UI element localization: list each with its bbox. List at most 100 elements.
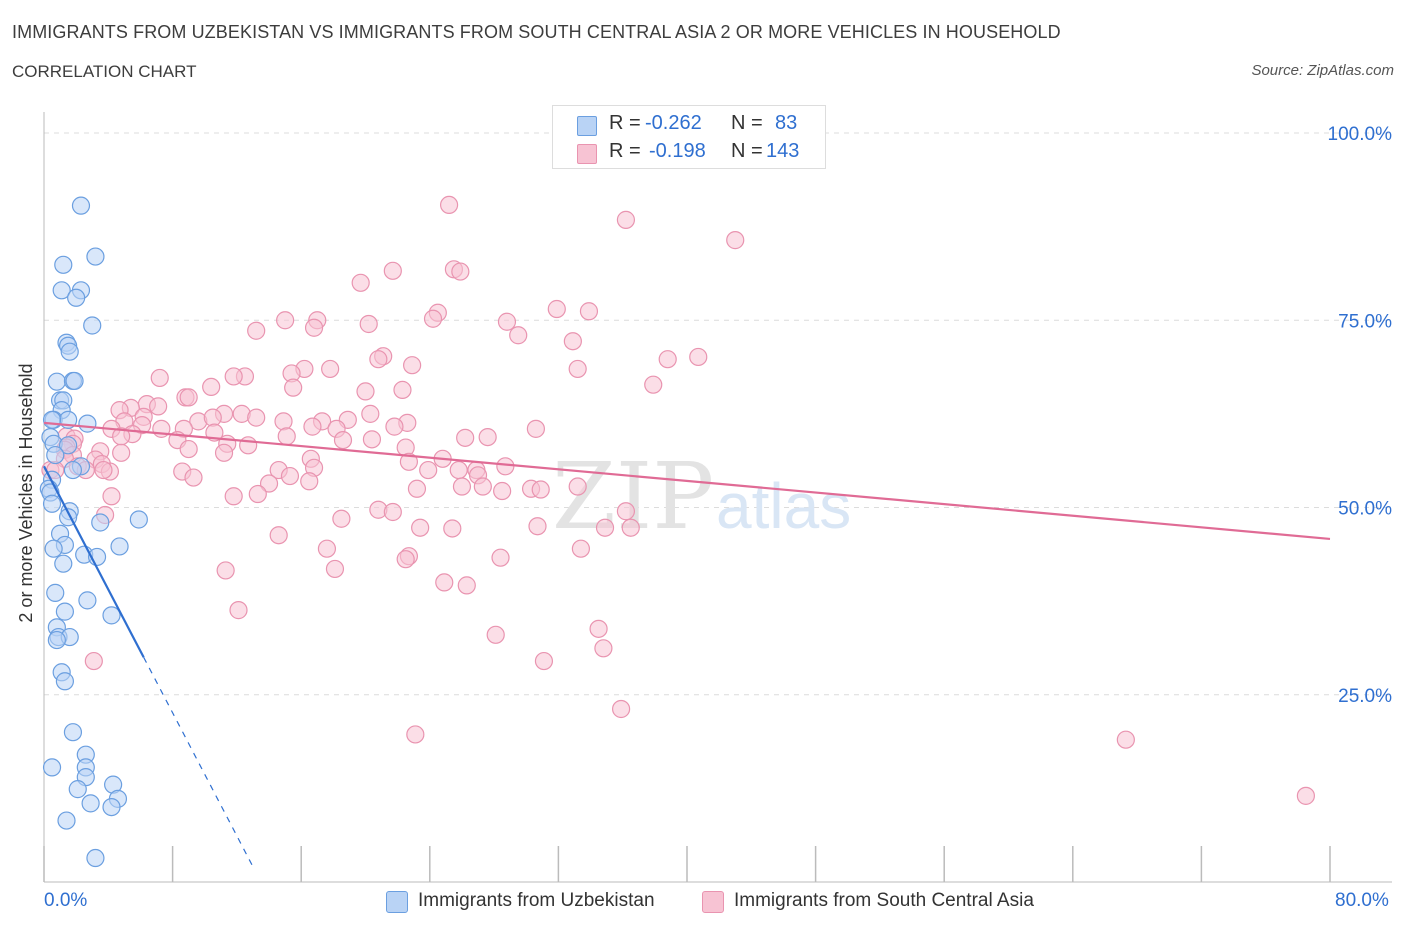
south-central-asia-point (325, 559, 345, 579)
stats-n-value: 143 (766, 140, 800, 162)
uzbekistan-point (55, 672, 74, 691)
legend: Immigrants from Uzbekistan Immigrants fr… (0, 888, 1406, 918)
south-central-asia-point (247, 321, 266, 340)
south-central-asia-point (449, 460, 468, 480)
south-central-asia-point (385, 417, 404, 436)
south-central-asia-point (571, 539, 591, 558)
uzbekistan-point (60, 342, 79, 361)
source-label: Source: ZipAtlas.com (1251, 62, 1394, 79)
watermark-atlas: atlas (716, 470, 851, 542)
stats-n-value: 83 (775, 112, 798, 134)
south-central-asia-point (333, 430, 353, 450)
south-central-asia-point (383, 502, 402, 522)
south-central-asia-point (179, 439, 198, 459)
south-central-asia-point (94, 460, 113, 480)
south-central-asia-point (419, 460, 438, 480)
south-central-asia-point (276, 311, 295, 330)
south-central-asia-point (491, 548, 510, 567)
uzbekistan-point (67, 288, 86, 307)
south-central-asia-point (496, 457, 515, 476)
south-central-asia-point (435, 573, 454, 592)
south-central-asia-point (531, 480, 550, 499)
south-central-asia-point (214, 443, 234, 462)
stats-n-label: N = (731, 112, 763, 134)
south-central-asia-point (423, 309, 443, 328)
uzbekistan-point (65, 371, 84, 391)
uzbekistan-point (110, 537, 129, 556)
south-central-asia-point (396, 550, 415, 569)
south-central-asia-point (1296, 786, 1315, 805)
south-central-asia-point (224, 487, 243, 506)
south-central-asia-point (184, 468, 203, 487)
south-central-asia-point (361, 404, 380, 423)
south-central-asia-point (202, 377, 221, 397)
uzbekistan-point (54, 255, 73, 274)
stats-r-value: -0.198 (649, 140, 706, 162)
south-central-asia-point (359, 314, 378, 334)
x-max-label: 80.0% (1335, 890, 1389, 911)
south-central-asia-point (356, 382, 375, 401)
south-central-asia-point (451, 262, 470, 281)
south-central-asia-point (452, 477, 472, 496)
south-central-asia-point (478, 427, 497, 447)
y-tick-label: 25.0% (1338, 686, 1392, 707)
south-central-asia-point (393, 380, 412, 400)
series-uzbekistan (39, 196, 148, 868)
south-central-asia-point (611, 699, 631, 719)
legend-label-south-central-asia: Immigrants from South Central Asia (734, 890, 1034, 911)
south-central-asia-point (407, 479, 427, 498)
south-central-asia-point (277, 427, 296, 446)
south-central-asia-point (689, 347, 708, 367)
south-central-asia-point (493, 481, 512, 501)
south-central-asia-point (150, 368, 169, 388)
south-central-asia-point (84, 651, 103, 671)
south-central-asia-point (300, 472, 319, 491)
south-central-asia-point (526, 419, 545, 438)
south-central-asia-point (406, 725, 425, 744)
uzbekistan-trend-line (43, 465, 145, 658)
south-central-asia-point (616, 502, 636, 521)
uzbekistan-point (71, 196, 91, 215)
south-central-asia-point (443, 519, 462, 538)
south-central-asia-point (112, 443, 131, 462)
uzbekistan-point (86, 247, 105, 266)
south-central-asia-point (383, 261, 402, 280)
y-axis-title: 2 or more Vehicles in Household (16, 363, 36, 622)
south-central-asia-point (621, 518, 640, 537)
stats-r-label: R = (609, 140, 641, 162)
south-central-asia-point (589, 619, 608, 638)
south-central-asia-point (284, 378, 303, 397)
uzbekistan-point (78, 414, 97, 433)
legend-label-uzbekistan: Immigrants from Uzbekistan (418, 890, 655, 911)
y-tick-labels: 25.0% 50.0% 75.0% 100.0% (1328, 124, 1393, 707)
south-central-asia-point (568, 477, 587, 496)
south-central-asia-point (303, 417, 322, 436)
y-tick-label: 50.0% (1338, 499, 1392, 520)
stats-n-label: N = (731, 140, 763, 162)
uzbekistan-point (102, 797, 121, 817)
south-central-asia-point (399, 452, 419, 471)
south-central-asia-point (616, 210, 636, 229)
south-central-asia-point (247, 408, 266, 427)
south-central-asia-point (509, 326, 528, 345)
stats-r-value: -0.262 (645, 112, 702, 134)
south-central-asia-point (547, 299, 566, 319)
uzbekistan-point (91, 513, 110, 532)
uzbekistan-point (83, 316, 102, 335)
south-central-asia-point (216, 561, 235, 580)
uzbekistan-point (42, 494, 62, 513)
stats-box: R = -0.262 N = 83 R = -0.198 N = 143 (552, 105, 826, 169)
uzbekistan-point (47, 630, 66, 650)
uzbekistan-point (42, 410, 62, 429)
uzbekistan-point (63, 460, 83, 480)
south-central-asia-point (362, 430, 382, 449)
uzbekistan-trend-extension (143, 657, 254, 868)
south-central-asia-point (239, 436, 258, 455)
south-central-asia-point (595, 518, 615, 537)
south-central-asia-point (439, 195, 459, 215)
legend-swatch-south-central-asia (702, 891, 724, 913)
uzbekistan-point (55, 602, 74, 621)
south-central-asia-point (486, 625, 505, 644)
south-central-asia-point (456, 428, 475, 447)
